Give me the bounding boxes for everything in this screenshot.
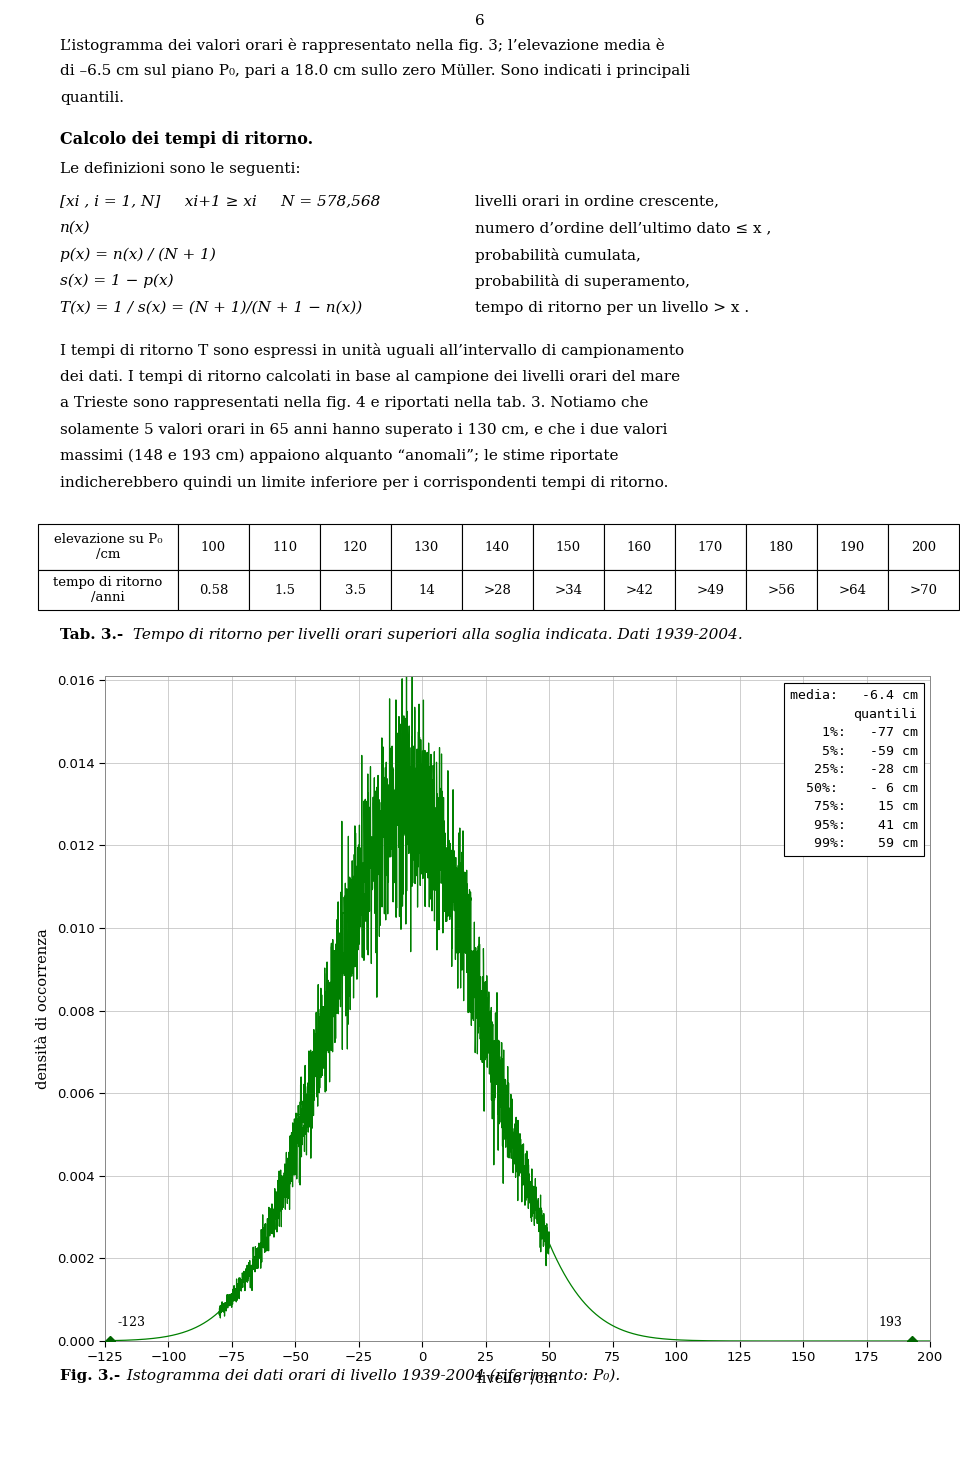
Text: 120: 120 <box>343 540 368 554</box>
Text: 1.5: 1.5 <box>274 583 295 596</box>
Text: >34: >34 <box>555 583 583 596</box>
Bar <box>320 570 391 610</box>
Text: 100: 100 <box>201 540 226 554</box>
Text: Calcolo dei tempi di ritorno.: Calcolo dei tempi di ritorno. <box>60 130 313 148</box>
Text: di –6.5 cm sul piano P₀, pari a 18.0 cm sullo zero Müller. Sono indicati i princ: di –6.5 cm sul piano P₀, pari a 18.0 cm … <box>60 65 690 78</box>
Y-axis label: densità di occorrenza: densità di occorrenza <box>36 928 50 1089</box>
Text: >28: >28 <box>484 583 512 596</box>
Text: -123: -123 <box>118 1317 146 1330</box>
Text: tempo di ritorno per un livello > x .: tempo di ritorno per un livello > x . <box>475 301 749 314</box>
Text: Fig. 3.-: Fig. 3.- <box>60 1370 120 1383</box>
Text: >64: >64 <box>838 583 867 596</box>
Text: Istogramma dei dati orari di livello 1939-2004 (riferimento: P₀).: Istogramma dei dati orari di livello 193… <box>122 1370 620 1383</box>
Text: [xi , i = 1, N]     xi+1 ≥ xi     N = 578,568: [xi , i = 1, N] xi+1 ≥ xi N = 578,568 <box>60 195 380 208</box>
Bar <box>533 570 604 610</box>
Text: massimi (148 e 193 cm) appaiono alquanto “anomali”; le stime riportate: massimi (148 e 193 cm) appaiono alquanto… <box>60 449 618 463</box>
Text: 160: 160 <box>627 540 652 554</box>
Bar <box>391 570 462 610</box>
Bar <box>391 524 462 570</box>
Text: 140: 140 <box>485 540 510 554</box>
Text: dei dati. I tempi di ritorno calcolati in base al campione dei livelli orari del: dei dati. I tempi di ritorno calcolati i… <box>60 369 680 384</box>
Bar <box>533 524 604 570</box>
Bar <box>462 570 533 610</box>
Text: Tab. 3.-: Tab. 3.- <box>60 627 123 642</box>
Bar <box>462 524 533 570</box>
Bar <box>746 524 817 570</box>
Text: tempo di ritorno
/anni: tempo di ritorno /anni <box>54 576 162 604</box>
Text: >70: >70 <box>909 583 938 596</box>
Text: I tempi di ritorno T sono espressi in unità uguali all’intervallo di campionamen: I tempi di ritorno T sono espressi in un… <box>60 342 684 359</box>
Bar <box>888 524 959 570</box>
Text: 180: 180 <box>769 540 794 554</box>
Bar <box>38 524 178 570</box>
Bar <box>249 524 320 570</box>
Text: >56: >56 <box>767 583 796 596</box>
Text: 150: 150 <box>556 540 581 554</box>
Bar <box>888 570 959 610</box>
Text: 193: 193 <box>878 1317 902 1330</box>
Text: 0.58: 0.58 <box>199 583 228 596</box>
Bar <box>604 524 675 570</box>
Text: T(x) = 1 / s(x) = (N + 1)/(N + 1 − n(x)): T(x) = 1 / s(x) = (N + 1)/(N + 1 − n(x)) <box>60 301 362 314</box>
Bar <box>604 570 675 610</box>
Text: L’istogramma dei valori orari è rappresentato nella fig. 3; l’elevazione media è: L’istogramma dei valori orari è rapprese… <box>60 38 664 53</box>
Bar <box>249 570 320 610</box>
Text: a Trieste sono rappresentati nella fig. 4 e riportati nella tab. 3. Notiamo che: a Trieste sono rappresentati nella fig. … <box>60 396 648 410</box>
Bar <box>746 570 817 610</box>
Text: 200: 200 <box>911 540 936 554</box>
Text: 170: 170 <box>698 540 723 554</box>
Text: >42: >42 <box>626 583 654 596</box>
Text: media:   -6.4 cm
quantili
  1%:   -77 cm
  5%:   -59 cm
25%:   -28 cm
50%:    - : media: -6.4 cm quantili 1%: -77 cm 5%: -… <box>790 689 918 850</box>
Text: 6: 6 <box>475 13 485 28</box>
Bar <box>320 524 391 570</box>
Text: Tempo di ritorno per livelli orari superiori alla soglia indicata. Dati 1939-200: Tempo di ritorno per livelli orari super… <box>128 627 743 642</box>
Text: n(x): n(x) <box>60 221 90 235</box>
Bar <box>817 524 888 570</box>
Bar <box>675 570 746 610</box>
Text: 190: 190 <box>840 540 865 554</box>
Bar <box>817 570 888 610</box>
Bar <box>178 524 249 570</box>
Text: p(x) = n(x) / (N + 1): p(x) = n(x) / (N + 1) <box>60 248 216 261</box>
Text: probabilità cumulata,: probabilità cumulata, <box>475 248 641 263</box>
Text: Le definizioni sono le seguenti:: Le definizioni sono le seguenti: <box>60 162 300 177</box>
Text: quantili.: quantili. <box>60 92 124 105</box>
Text: 3.5: 3.5 <box>345 583 366 596</box>
Text: livelli orari in ordine crescente,: livelli orari in ordine crescente, <box>475 195 719 208</box>
Text: 110: 110 <box>272 540 297 554</box>
X-axis label: livello  /cm: livello /cm <box>477 1371 558 1386</box>
Bar <box>178 570 249 610</box>
Text: probabilità di superamento,: probabilità di superamento, <box>475 275 690 289</box>
Text: 14: 14 <box>419 583 435 596</box>
Text: indicherebbero quindi un limite inferiore per i corrispondenti tempi di ritorno.: indicherebbero quindi un limite inferior… <box>60 475 668 490</box>
Text: 130: 130 <box>414 540 439 554</box>
Text: solamente 5 valori orari in 65 anni hanno superato i 130 cm, e che i due valori: solamente 5 valori orari in 65 anni hann… <box>60 422 667 437</box>
Text: s(x) = 1 − p(x): s(x) = 1 − p(x) <box>60 275 174 288</box>
Bar <box>38 570 178 610</box>
Text: elevazione su P₀
/cm: elevazione su P₀ /cm <box>54 533 162 561</box>
Text: >49: >49 <box>697 583 725 596</box>
Bar <box>675 524 746 570</box>
Text: numero d’ordine dell’ultimo dato ≤ x ,: numero d’ordine dell’ultimo dato ≤ x , <box>475 221 772 235</box>
